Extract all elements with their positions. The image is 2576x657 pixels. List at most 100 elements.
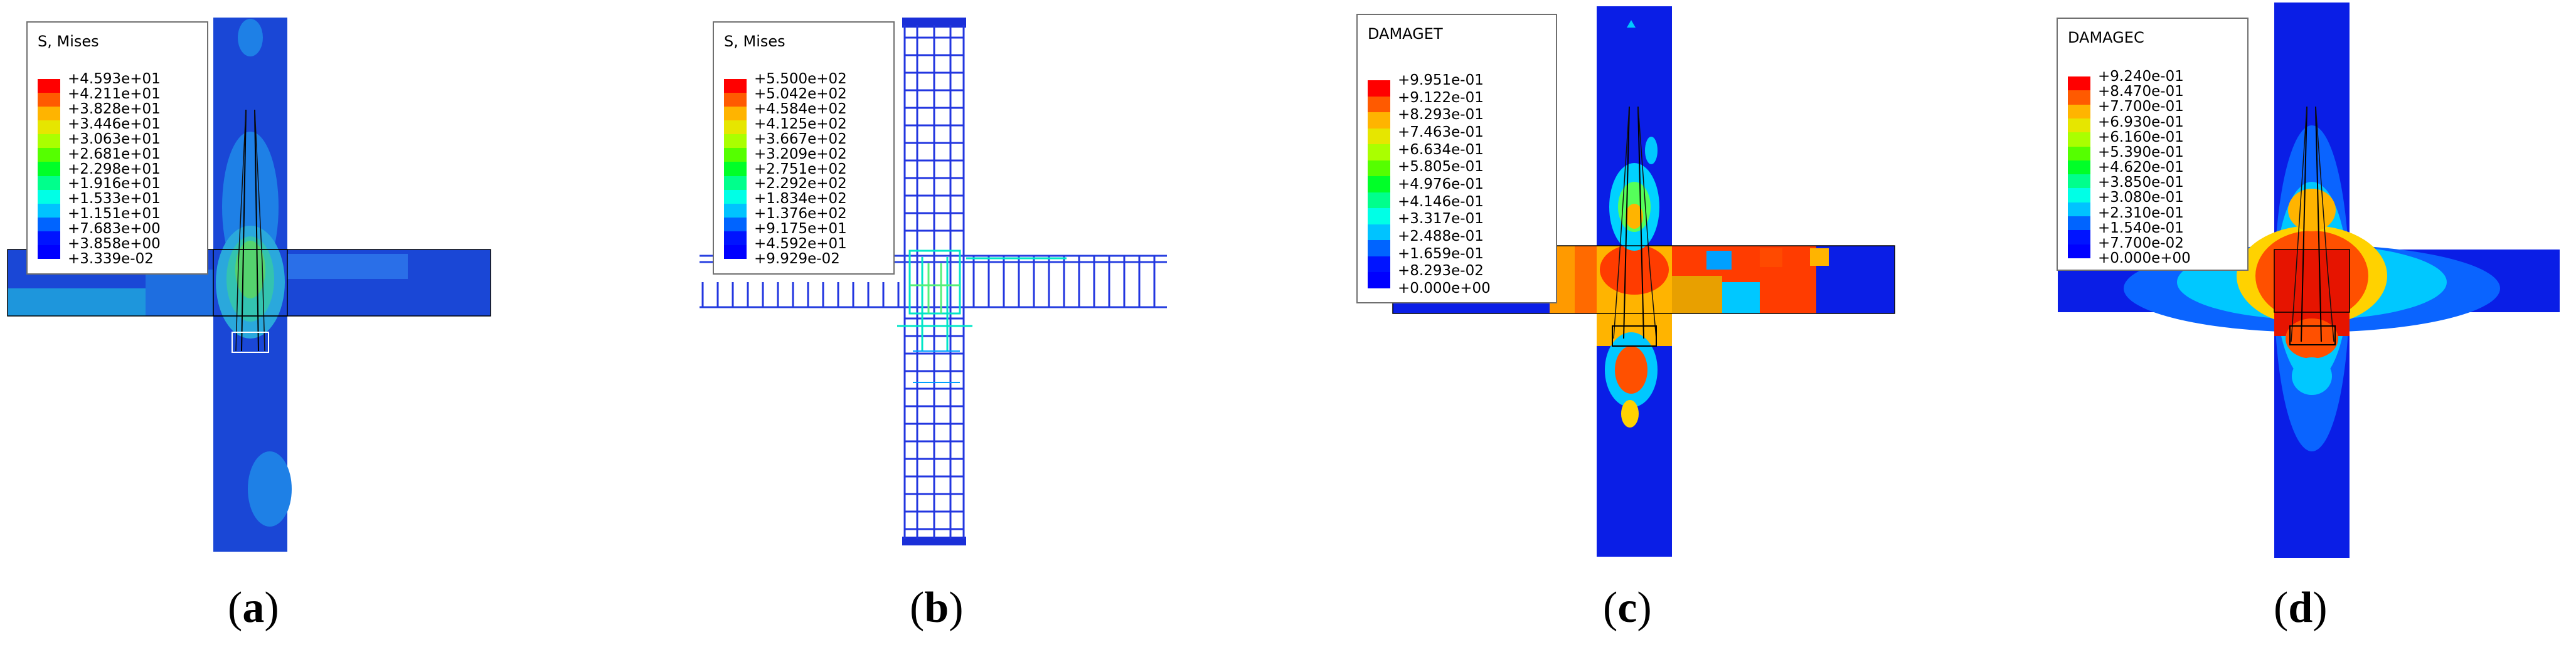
legend-value: +9.951e-01: [1398, 72, 1484, 88]
legend-swatch: [724, 107, 747, 121]
legend-title: S, Mises: [724, 33, 785, 50]
legend-swatch: [38, 93, 60, 107]
legend-value: +4.584e+02: [754, 100, 847, 117]
color-scale-bar: [724, 79, 747, 260]
legend-swatch: [724, 244, 747, 260]
legend-swatch: [38, 120, 60, 135]
legend-value: +2.751e+02: [754, 160, 847, 177]
legend-value: +2.298e+01: [68, 160, 161, 177]
legend-value: +2.292e+02: [754, 176, 847, 192]
legend-swatch: [2068, 132, 2090, 147]
legend-value: +7.700e-01: [2098, 98, 2184, 115]
legend-swatch: [1368, 208, 1390, 225]
legend-value: +4.211e+01: [68, 85, 161, 102]
legend-value: +6.160e-01: [2098, 129, 2184, 145]
caption-d: (d): [2274, 584, 2328, 632]
color-scale-bar: [38, 79, 60, 260]
legend-value: +8.470e-01: [2098, 83, 2184, 100]
legend-value: +1.916e+01: [68, 176, 161, 192]
legend-title: S, Mises: [38, 33, 99, 50]
legend-swatch: [1368, 128, 1390, 145]
legend-swatch: [38, 134, 60, 149]
legend-swatch: [1368, 144, 1390, 161]
legend-value: +3.667e+02: [754, 130, 847, 147]
legend-value: +4.592e+01: [754, 236, 847, 253]
legend-value: +3.317e-01: [1398, 211, 1484, 228]
panel-c: DAMAGET +9.951e-01 +9.122e-01 +8.293e-01 +7…: [1255, 0, 1920, 657]
legend-swatch: [1368, 96, 1390, 113]
legend-swatch: [38, 203, 60, 218]
legend-value: +4.593e+01: [68, 71, 161, 87]
legend-swatch: [724, 189, 747, 204]
rebar-stress-plot: [700, 18, 1167, 545]
caption-b: (b): [910, 584, 964, 632]
legend-swatch: [2068, 230, 2090, 245]
legend-swatch: [2068, 174, 2090, 189]
legend-value: +9.240e-01: [2098, 68, 2184, 85]
legend-swatch: [724, 134, 747, 149]
legend-swatch: [2068, 90, 2090, 105]
caption-a: (a): [228, 584, 279, 632]
panel-b: S, Mises +5.500e+02 +5.042e+02 +4.584e+02 +…: [627, 0, 1255, 657]
legend-value: +3.850e-01: [2098, 174, 2184, 191]
legend-value: +1.659e-01: [1398, 245, 1484, 262]
legend-swatch: [1368, 80, 1390, 97]
legend-swatch: [1368, 224, 1390, 241]
legend-swatch: [724, 148, 747, 162]
legend-swatch: [2068, 244, 2090, 259]
legend-value: +1.376e+02: [754, 206, 847, 223]
legend-swatch: [724, 79, 747, 93]
legend-value: +3.080e-01: [2098, 189, 2184, 206]
legend-value: +4.620e-01: [2098, 159, 2184, 176]
legend-box: DAMAGEC +9.240e-01 +8.470e-01 +7.700e-01 +6…: [2057, 18, 2249, 271]
legend-title: DAMAGET: [1368, 25, 1443, 43]
legend-swatch: [724, 162, 747, 177]
legend-value: +4.976e-01: [1398, 176, 1484, 192]
legend-swatch: [1368, 160, 1390, 177]
legend-swatch: [724, 93, 747, 107]
legend-value: +3.209e+02: [754, 145, 847, 162]
legend-value: +3.858e+00: [68, 236, 161, 253]
legend-swatch: [38, 162, 60, 177]
legend-swatch: [2068, 202, 2090, 217]
legend-swatch: [38, 107, 60, 121]
color-scale-bar: [2068, 76, 2090, 259]
legend-swatch: [2068, 160, 2090, 175]
legend-value: +4.146e-01: [1398, 193, 1484, 210]
legend-value: +1.151e+01: [68, 206, 161, 223]
color-scale-bar: [1368, 80, 1390, 289]
legend-swatch: [724, 176, 747, 191]
legend-value: +5.390e-01: [2098, 144, 2184, 160]
legend-value: +3.828e+01: [68, 100, 161, 117]
legend-swatch: [38, 217, 60, 232]
legend-swatch: [724, 120, 747, 135]
mises-contour-plot: [7, 18, 491, 552]
legend-swatch: [38, 244, 60, 260]
legend-swatch: [2068, 104, 2090, 119]
caption-c: (c): [1603, 584, 1652, 632]
legend-swatch: [1368, 112, 1390, 129]
legend-value: +0.000e+00: [1398, 280, 1491, 297]
legend-value: +2.681e+01: [68, 145, 161, 162]
legend-value: +0.000e+00: [2098, 250, 2191, 266]
tension-damage-plot: [1392, 6, 1895, 557]
legend-value: +7.463e-01: [1398, 124, 1484, 140]
compression-damage-plot: [2058, 3, 2560, 558]
legend-swatch: [38, 148, 60, 162]
legend-swatch: [38, 79, 60, 93]
panel-d: DAMAGEC +9.240e-01 +8.470e-01 +7.700e-01 +6…: [1920, 0, 2576, 657]
legend-swatch: [724, 203, 747, 218]
legend-value: +3.446e+01: [68, 115, 161, 132]
legend-value: +6.634e-01: [1398, 141, 1484, 158]
legend-value: +9.175e+01: [754, 221, 847, 238]
legend-swatch: [1368, 192, 1390, 209]
legend-swatch: [1368, 176, 1390, 193]
legend-swatch: [1368, 272, 1390, 289]
legend-value: +3.339e-02: [68, 251, 154, 267]
legend-swatch: [38, 231, 60, 246]
legend-swatch: [38, 189, 60, 204]
legend-value: +8.293e-02: [1398, 263, 1484, 280]
legend-title: DAMAGEC: [2068, 29, 2144, 46]
legend-value: +6.930e-01: [2098, 113, 2184, 130]
legend-swatch: [1368, 240, 1390, 257]
